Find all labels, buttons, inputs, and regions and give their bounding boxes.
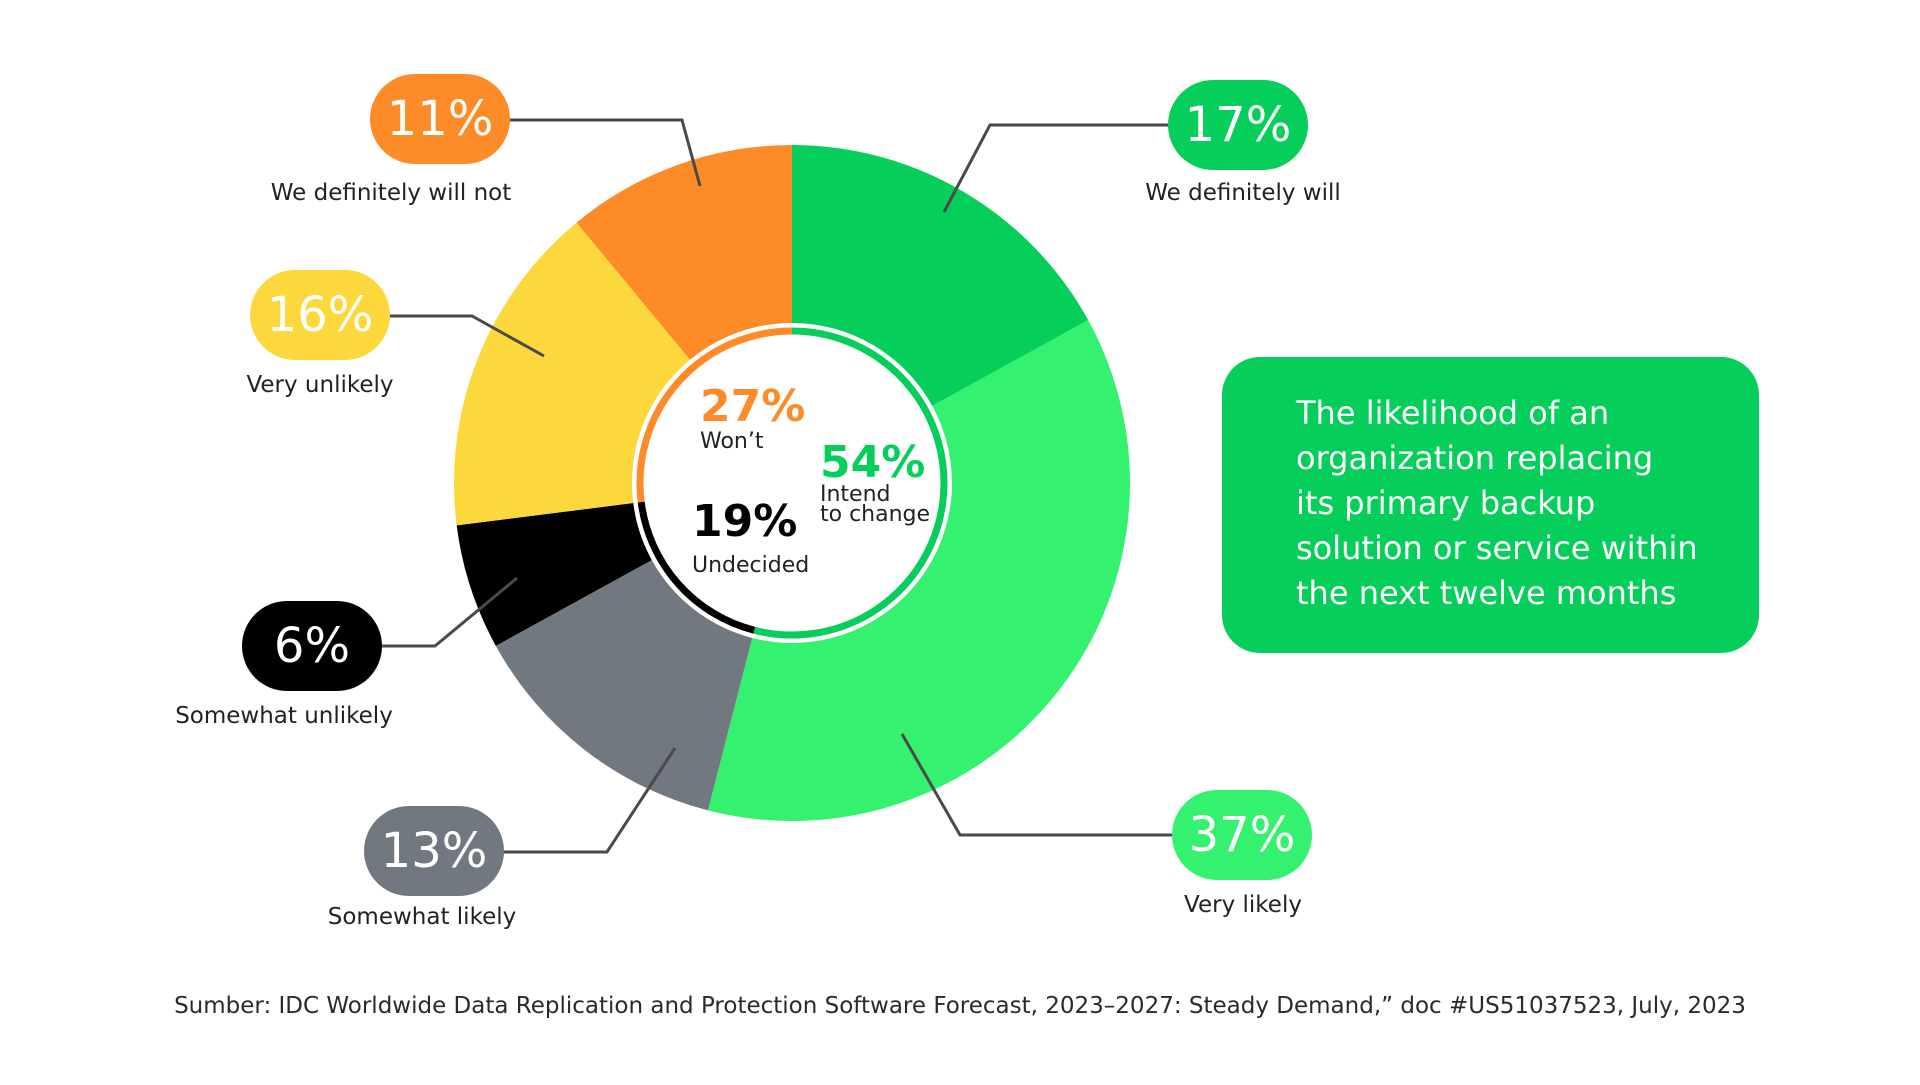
- callout-value-somewhat-likely: 13%: [381, 823, 488, 879]
- slice-somewhat-likely: [495, 560, 753, 811]
- callout-label-we-definitely-will: We definitely will: [1145, 180, 1341, 206]
- center-label-intend-to-change: Intend: [820, 482, 891, 507]
- callout-value-very-unlikely: 16%: [267, 287, 374, 343]
- group-ring-intend-to-change: [753, 327, 948, 639]
- callout-label-we-definitely-will-not: We definitely will not: [271, 180, 512, 206]
- leader-line-we-definitely-will: [942, 123, 1168, 213]
- callout-label-somewhat-likely: Somewhat likely: [328, 904, 516, 930]
- source-citation: Sumber: IDC Worldwide Data Replication a…: [174, 993, 1746, 1019]
- leader-line-we-definitely-will-not: [505, 118, 702, 187]
- callout-pill-somewhat-likely: [364, 806, 504, 896]
- slice-very-likely: [707, 320, 1131, 822]
- slice-somewhat-unlikely: [456, 503, 652, 646]
- leader-line-somewhat-likely: [500, 747, 677, 854]
- slice-we-definitely-will-not: [576, 145, 792, 360]
- title-line: organization replacing: [1296, 439, 1654, 477]
- callout-pill-very-unlikely: [250, 270, 390, 360]
- center-label-won-t: Won’t: [700, 429, 764, 454]
- callout-value-very-likely: 37%: [1189, 807, 1296, 863]
- center-value-undecided: 19%: [692, 496, 797, 547]
- slice-we-definitely-will: [792, 145, 1089, 406]
- leader-line-somewhat-unlikely: [380, 576, 518, 648]
- chart-title-box: The likelihood of an organization replac…: [1222, 357, 1759, 653]
- center-value-won-t: 27%: [700, 381, 805, 432]
- leader-line-very-unlikely: [385, 314, 545, 358]
- callout-label-very-likely: Very likely: [1184, 892, 1302, 918]
- callout-value-we-definitely-will-not: 11%: [387, 91, 494, 147]
- callout-label-somewhat-unlikely: Somewhat unlikely: [175, 703, 393, 729]
- callout-pill-we-definitely-will: [1168, 80, 1308, 170]
- group-ring-won-t: [636, 327, 793, 503]
- title-line: solution or service within: [1296, 529, 1698, 567]
- center-label-intend-to-change: to change: [820, 502, 930, 527]
- title-line: the next twelve months: [1296, 574, 1677, 612]
- callout-pill-we-definitely-will-not: [370, 74, 510, 164]
- callout-pill-somewhat-unlikely: [242, 601, 382, 691]
- title-line: its primary backup: [1296, 484, 1596, 522]
- center-label-undecided: Undecided: [692, 553, 809, 578]
- slice-very-unlikely: [453, 222, 691, 526]
- title-line: The likelihood of an: [1296, 394, 1610, 432]
- callout-value-somewhat-unlikely: 6%: [274, 618, 350, 674]
- callout-value-we-definitely-will: 17%: [1185, 97, 1292, 153]
- callout-label-very-unlikely: Very unlikely: [246, 372, 393, 398]
- center-value-intend-to-change: 54%: [820, 437, 925, 488]
- callout-pill-very-likely: [1172, 790, 1312, 880]
- group-ring-undecided: [637, 501, 756, 634]
- leader-line-very-likely: [900, 733, 1172, 837]
